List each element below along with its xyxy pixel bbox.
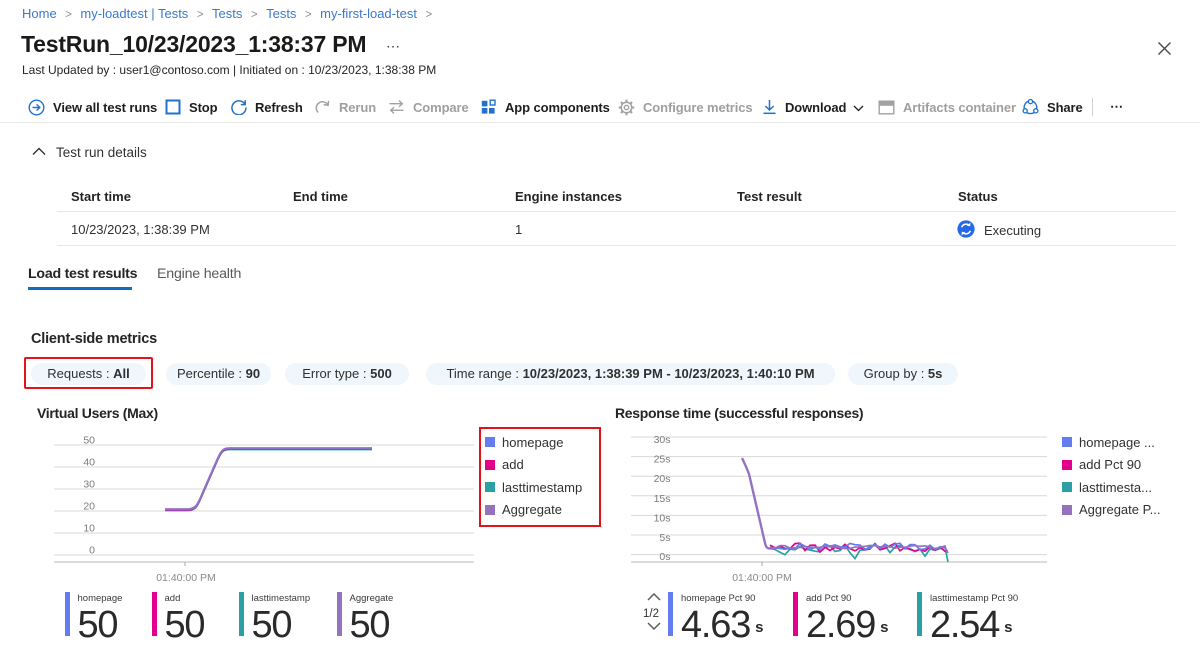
- svg-text:0s: 0s: [659, 551, 670, 563]
- svg-text:50: 50: [83, 435, 95, 447]
- svg-text:20s: 20s: [654, 473, 671, 485]
- svg-text:30s: 30s: [654, 434, 671, 446]
- svg-text:40: 40: [83, 457, 95, 469]
- svg-text:01:40:00 PM: 01:40:00 PM: [156, 572, 216, 584]
- svg-text:15s: 15s: [654, 493, 671, 505]
- svg-text:0: 0: [89, 545, 95, 557]
- svg-text:10: 10: [83, 523, 95, 535]
- svg-text:01:40:00 PM: 01:40:00 PM: [732, 572, 792, 584]
- svg-text:20: 20: [83, 501, 95, 513]
- svg-text:25s: 25s: [654, 454, 671, 466]
- svg-text:10s: 10s: [654, 512, 671, 524]
- svg-text:5s: 5s: [659, 532, 670, 544]
- svg-text:30: 30: [83, 479, 95, 491]
